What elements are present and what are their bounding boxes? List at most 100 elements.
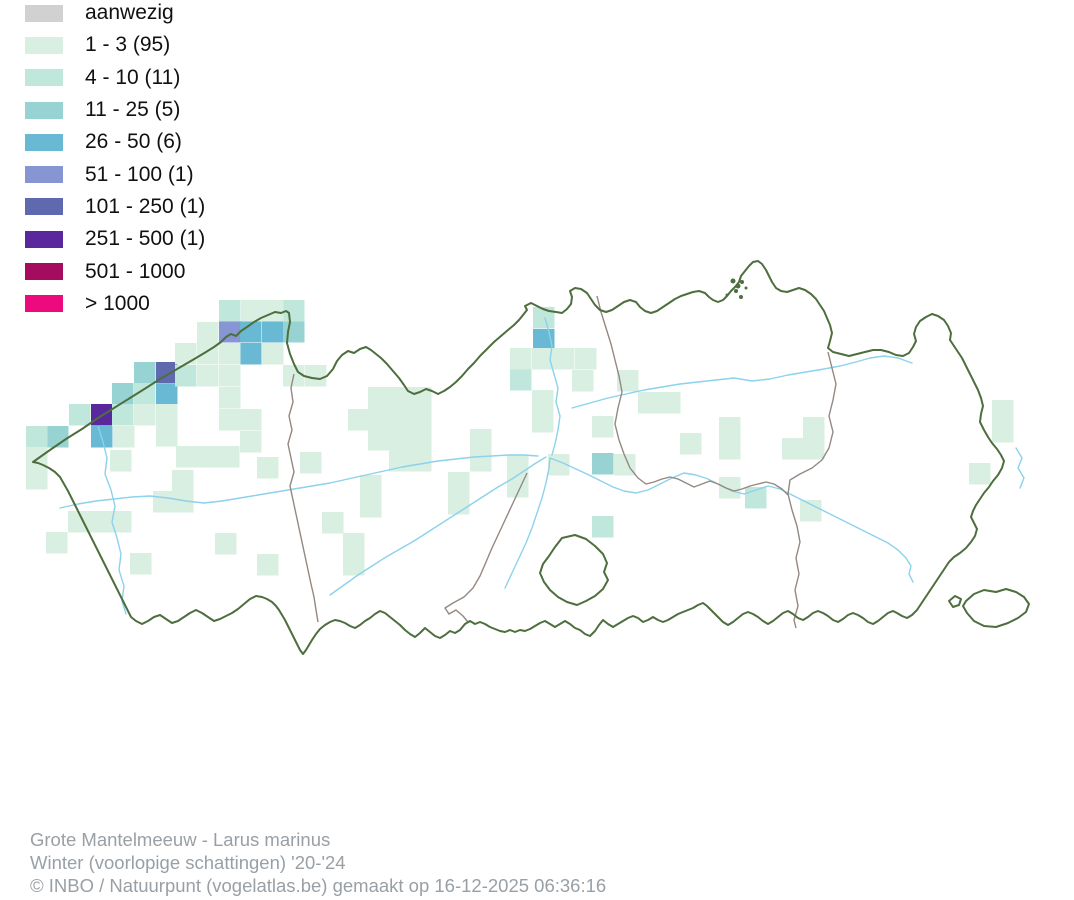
legend: aanwezig 1 - 3 (95) 4 - 10 (11) 11 - 25 (5)… [0,0,205,320]
grid-cell [219,343,241,365]
grid-cell [172,491,194,513]
grid-cell [343,533,365,555]
grid-cell [46,532,68,554]
grid-cell [470,450,492,472]
grid-cell [218,446,240,468]
grid-cell [26,447,48,469]
grid-cell [410,408,432,430]
grid-cell [470,429,492,451]
border-antwerpen-limburg [787,351,837,629]
legend-label: 1 - 3 (95) [85,33,171,57]
grid-cell [262,300,284,322]
grid-cell [507,455,529,477]
grid-cell [197,365,219,387]
legend-label: 101 - 250 (1) [85,194,206,218]
grid-cell [368,429,390,451]
grid-cell [241,300,263,322]
legend-swatch [25,101,63,119]
legend-label: 11 - 25 (5) [85,98,181,122]
caption-season: Winter (voorlopige schattingen) '20-'24 [30,852,346,874]
grid-cell [969,463,991,485]
grid-cell [992,400,1014,422]
grid-cell [112,383,134,405]
legend-row-4: 26 - 50 (6) [0,126,205,158]
grid-cell [89,511,111,533]
grid-cell [110,511,132,533]
grid-cell [176,446,198,468]
grid-cell [389,429,411,451]
river-leie [329,456,547,596]
brussels-enclave-border [539,534,609,606]
grid-cell [219,321,241,343]
grid-cell [26,426,48,448]
legend-label: aanwezig [85,1,174,25]
legend-swatch [25,4,63,22]
grid-cell [172,470,194,492]
legend-row-8: 501 - 1000 [0,255,205,287]
legend-row-5: 51 - 100 (1) [0,158,205,190]
grid-cell [113,426,135,448]
legend-row-6: 101 - 250 (1) [0,191,205,223]
legend-swatch [25,263,63,281]
grid-cell [219,365,241,387]
canal-west-east [59,454,539,509]
grid-cell [719,477,741,499]
grid-cell [617,370,639,392]
legend-swatch [25,230,63,248]
grid-cell [575,348,597,370]
grid-cell [360,496,382,518]
legend-label: 501 - 1000 [85,259,186,283]
canal-gent-terneuzen [544,317,561,456]
grid-cell [156,404,178,426]
grid-cell [305,365,327,387]
grid-cell [130,553,152,575]
grid-cell [240,343,262,365]
grid-cell [553,348,575,370]
grid-cell [368,387,390,409]
grid-cell [368,408,390,430]
grid-cell [410,450,432,472]
grid-cell [110,450,132,472]
legend-swatch [25,198,63,216]
grid-cell [614,454,636,476]
grid-cell [219,300,241,322]
grid-cell [719,438,741,460]
grid-cell [156,425,178,447]
legend-row-9: > 1000 [0,288,205,320]
river-ijzer [97,425,127,615]
map-caption: Grote Mantelmeeuw - Larus marinus Winter… [30,828,606,898]
legend-swatch [25,295,63,313]
grid-cell [533,307,555,329]
legend-swatch [25,69,63,87]
grid-cell [448,493,470,515]
grid-cell [175,343,197,365]
grid-cell [638,392,660,414]
grid-cell [240,431,262,453]
legend-swatch [25,36,63,54]
albert-canal [571,355,913,409]
caption-credits: © INBO / Natuurpunt (vogelatlas.be) gema… [30,875,607,897]
grid-cell [215,533,237,555]
grid-cell [197,446,219,468]
legend-row-2: 4 - 10 (11) [0,62,205,94]
voeren-west-fragment [948,595,962,608]
grid-cell [992,421,1014,443]
legend-label: 26 - 50 (6) [85,130,182,154]
grid-cell [112,404,134,426]
grid-cell [322,512,344,534]
grid-cell [134,404,156,426]
legend-label: > 1000 [85,291,150,315]
grid-cell [343,554,365,576]
flanders-border [32,260,1005,655]
grid-cell [592,453,614,475]
grid-cell [257,457,279,479]
grid-cell [300,452,322,474]
grid-cell [197,322,219,344]
grid-cell [262,343,284,365]
grid-cell [156,384,178,406]
grid-cell [26,468,48,490]
voeren-exclave-border [962,588,1030,628]
caption-species: Grote Mantelmeeuw - Larus marinus [30,829,331,850]
grid-cell [448,472,470,494]
